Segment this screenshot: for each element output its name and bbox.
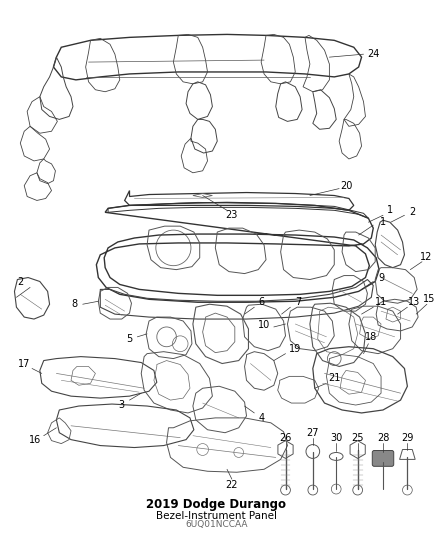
Text: 23: 23	[226, 211, 238, 220]
Text: 3: 3	[119, 400, 125, 410]
Text: 25: 25	[351, 433, 364, 442]
Text: 18: 18	[365, 332, 378, 342]
Text: Bezel-Instrument Panel: Bezel-Instrument Panel	[156, 511, 277, 521]
Text: 29: 29	[401, 433, 413, 442]
FancyBboxPatch shape	[372, 450, 394, 466]
Text: 8: 8	[72, 299, 78, 309]
Text: 26: 26	[279, 433, 292, 442]
Text: 9: 9	[378, 272, 384, 282]
Text: 19: 19	[289, 344, 301, 354]
Text: 10: 10	[258, 320, 270, 330]
Text: 4: 4	[259, 413, 265, 423]
Text: 16: 16	[29, 434, 41, 445]
Text: 15: 15	[423, 294, 435, 304]
Text: 21: 21	[328, 373, 340, 383]
Text: 13: 13	[408, 297, 420, 307]
Text: 20: 20	[340, 181, 352, 191]
Text: 1: 1	[387, 205, 393, 215]
Text: 6UQ01NCCAA: 6UQ01NCCAA	[185, 520, 247, 529]
Text: 27: 27	[307, 427, 319, 438]
Text: 17: 17	[18, 359, 30, 368]
Text: 30: 30	[330, 433, 343, 442]
Text: 12: 12	[420, 252, 432, 262]
Text: 7: 7	[295, 297, 301, 307]
Text: 1: 1	[380, 217, 386, 227]
Text: 11: 11	[375, 297, 387, 307]
Text: 2: 2	[17, 278, 24, 287]
Text: 28: 28	[377, 433, 389, 442]
Text: 2019 Dodge Durango: 2019 Dodge Durango	[146, 498, 286, 511]
Text: 6: 6	[258, 297, 264, 307]
Text: 2: 2	[409, 207, 415, 217]
Text: 24: 24	[367, 49, 379, 59]
Text: 5: 5	[127, 334, 133, 344]
Text: 22: 22	[226, 480, 238, 490]
